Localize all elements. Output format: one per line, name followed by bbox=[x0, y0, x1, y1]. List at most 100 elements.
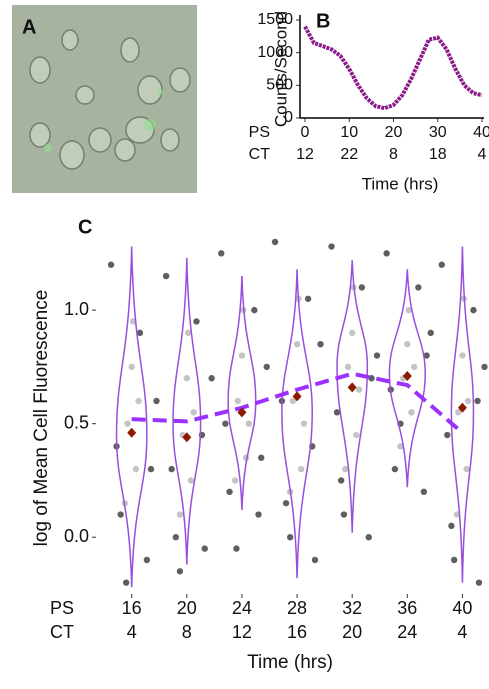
panel-label: A bbox=[22, 16, 36, 38]
x-axis-title: Time (hrs) bbox=[362, 174, 439, 193]
y-tick-label: 0.5 bbox=[64, 412, 89, 432]
micrograph: A bbox=[12, 5, 197, 193]
cell-point bbox=[304, 295, 312, 302]
cell-point bbox=[444, 431, 451, 439]
x-axis-title: Time (hrs) bbox=[247, 652, 333, 673]
cell-point bbox=[184, 329, 192, 337]
cell-point bbox=[122, 579, 130, 586]
violin bbox=[388, 269, 426, 488]
x-tick-label: 20 bbox=[385, 124, 403, 141]
x-tick-label: 36 bbox=[397, 598, 417, 618]
cell-point bbox=[201, 545, 208, 552]
mean-marker bbox=[402, 370, 412, 381]
ct-label: 16 bbox=[287, 622, 307, 642]
ct-label: 12 bbox=[232, 622, 252, 642]
mean-marker bbox=[182, 432, 192, 443]
cell-point bbox=[355, 386, 363, 393]
cell-point bbox=[128, 363, 135, 371]
ct-label: 24 bbox=[397, 622, 417, 642]
cell-point bbox=[135, 397, 142, 405]
cell-point bbox=[448, 522, 455, 530]
panel-label: C bbox=[78, 216, 92, 238]
ct-label: 22 bbox=[340, 146, 358, 163]
cell-point bbox=[365, 534, 372, 541]
data-line bbox=[303, 25, 483, 111]
cell-point bbox=[420, 488, 428, 496]
cell-point bbox=[404, 340, 411, 348]
mean-marker bbox=[292, 391, 302, 402]
x-tick-label: 40 bbox=[452, 598, 472, 618]
cell-point bbox=[193, 318, 200, 325]
mean-marker bbox=[457, 402, 467, 413]
cell-point bbox=[383, 250, 390, 257]
cell-point bbox=[300, 420, 308, 427]
cell-point bbox=[168, 465, 175, 473]
cell-point bbox=[298, 465, 305, 473]
cell-point bbox=[258, 454, 265, 461]
micrograph-bg bbox=[12, 5, 197, 193]
cell-point bbox=[172, 534, 179, 541]
x-tick-label: 20 bbox=[177, 598, 197, 618]
ct-label: 4 bbox=[457, 622, 467, 642]
row-label: PS bbox=[50, 598, 74, 618]
cell-point bbox=[187, 477, 195, 484]
y-tick-label: 0 bbox=[284, 109, 293, 126]
violin bbox=[227, 276, 257, 510]
cell-point bbox=[333, 409, 341, 416]
cell-point bbox=[481, 363, 488, 371]
cell-point bbox=[117, 511, 124, 518]
ct-label: 8 bbox=[389, 146, 398, 163]
trend-line bbox=[131, 371, 464, 435]
cell-point bbox=[293, 340, 301, 348]
cell-point bbox=[475, 579, 483, 586]
cell-point bbox=[183, 375, 191, 382]
cell-point bbox=[271, 238, 279, 246]
ct-label: 18 bbox=[429, 146, 447, 163]
row-label: CT bbox=[50, 622, 74, 642]
y-tick-label: 0.0 bbox=[64, 526, 89, 546]
y-axis-title: log of Mean Cell Fluorescence bbox=[31, 290, 52, 547]
y-tick-label: 1000 bbox=[257, 44, 293, 61]
cell-point bbox=[348, 329, 356, 337]
cell-point bbox=[231, 477, 239, 484]
cell-point bbox=[405, 306, 412, 314]
cell-point bbox=[289, 397, 297, 405]
cell-point bbox=[208, 375, 215, 382]
mean-marker bbox=[127, 427, 137, 438]
cell-point bbox=[415, 284, 422, 291]
cell-point bbox=[474, 397, 481, 405]
cell-point bbox=[470, 306, 477, 314]
cell-point bbox=[368, 375, 375, 382]
cell-point bbox=[438, 261, 445, 268]
ct-label: 8 bbox=[182, 622, 192, 642]
cell-point bbox=[255, 511, 262, 518]
violin bbox=[450, 246, 475, 583]
cell-point bbox=[342, 465, 349, 473]
cell-point bbox=[124, 420, 131, 427]
violin bbox=[115, 246, 148, 588]
mean-marker bbox=[347, 382, 357, 393]
x-tick-label: 28 bbox=[287, 598, 307, 618]
cell-point bbox=[129, 318, 137, 325]
panel-label: B bbox=[316, 10, 330, 32]
cell-point bbox=[353, 431, 360, 439]
cell-point bbox=[251, 306, 258, 314]
cell-point bbox=[222, 420, 229, 427]
mean-marker bbox=[237, 407, 247, 418]
cell-point bbox=[226, 488, 233, 496]
x-tick-label: 40 bbox=[473, 124, 489, 141]
cell-point bbox=[427, 329, 434, 337]
cell-point bbox=[358, 284, 366, 291]
x-tick-label: 24 bbox=[232, 598, 252, 618]
ct-label: 12 bbox=[296, 146, 314, 163]
x-tick-label: 16 bbox=[122, 598, 142, 618]
cell-point bbox=[337, 477, 345, 484]
cell-point bbox=[373, 352, 381, 359]
cell-point bbox=[132, 465, 140, 473]
x-tick-label: 0 bbox=[301, 124, 310, 141]
x-tick-label: 10 bbox=[340, 124, 358, 141]
cell-point bbox=[328, 243, 335, 250]
cell-point bbox=[317, 340, 324, 348]
cell-point bbox=[408, 409, 415, 416]
